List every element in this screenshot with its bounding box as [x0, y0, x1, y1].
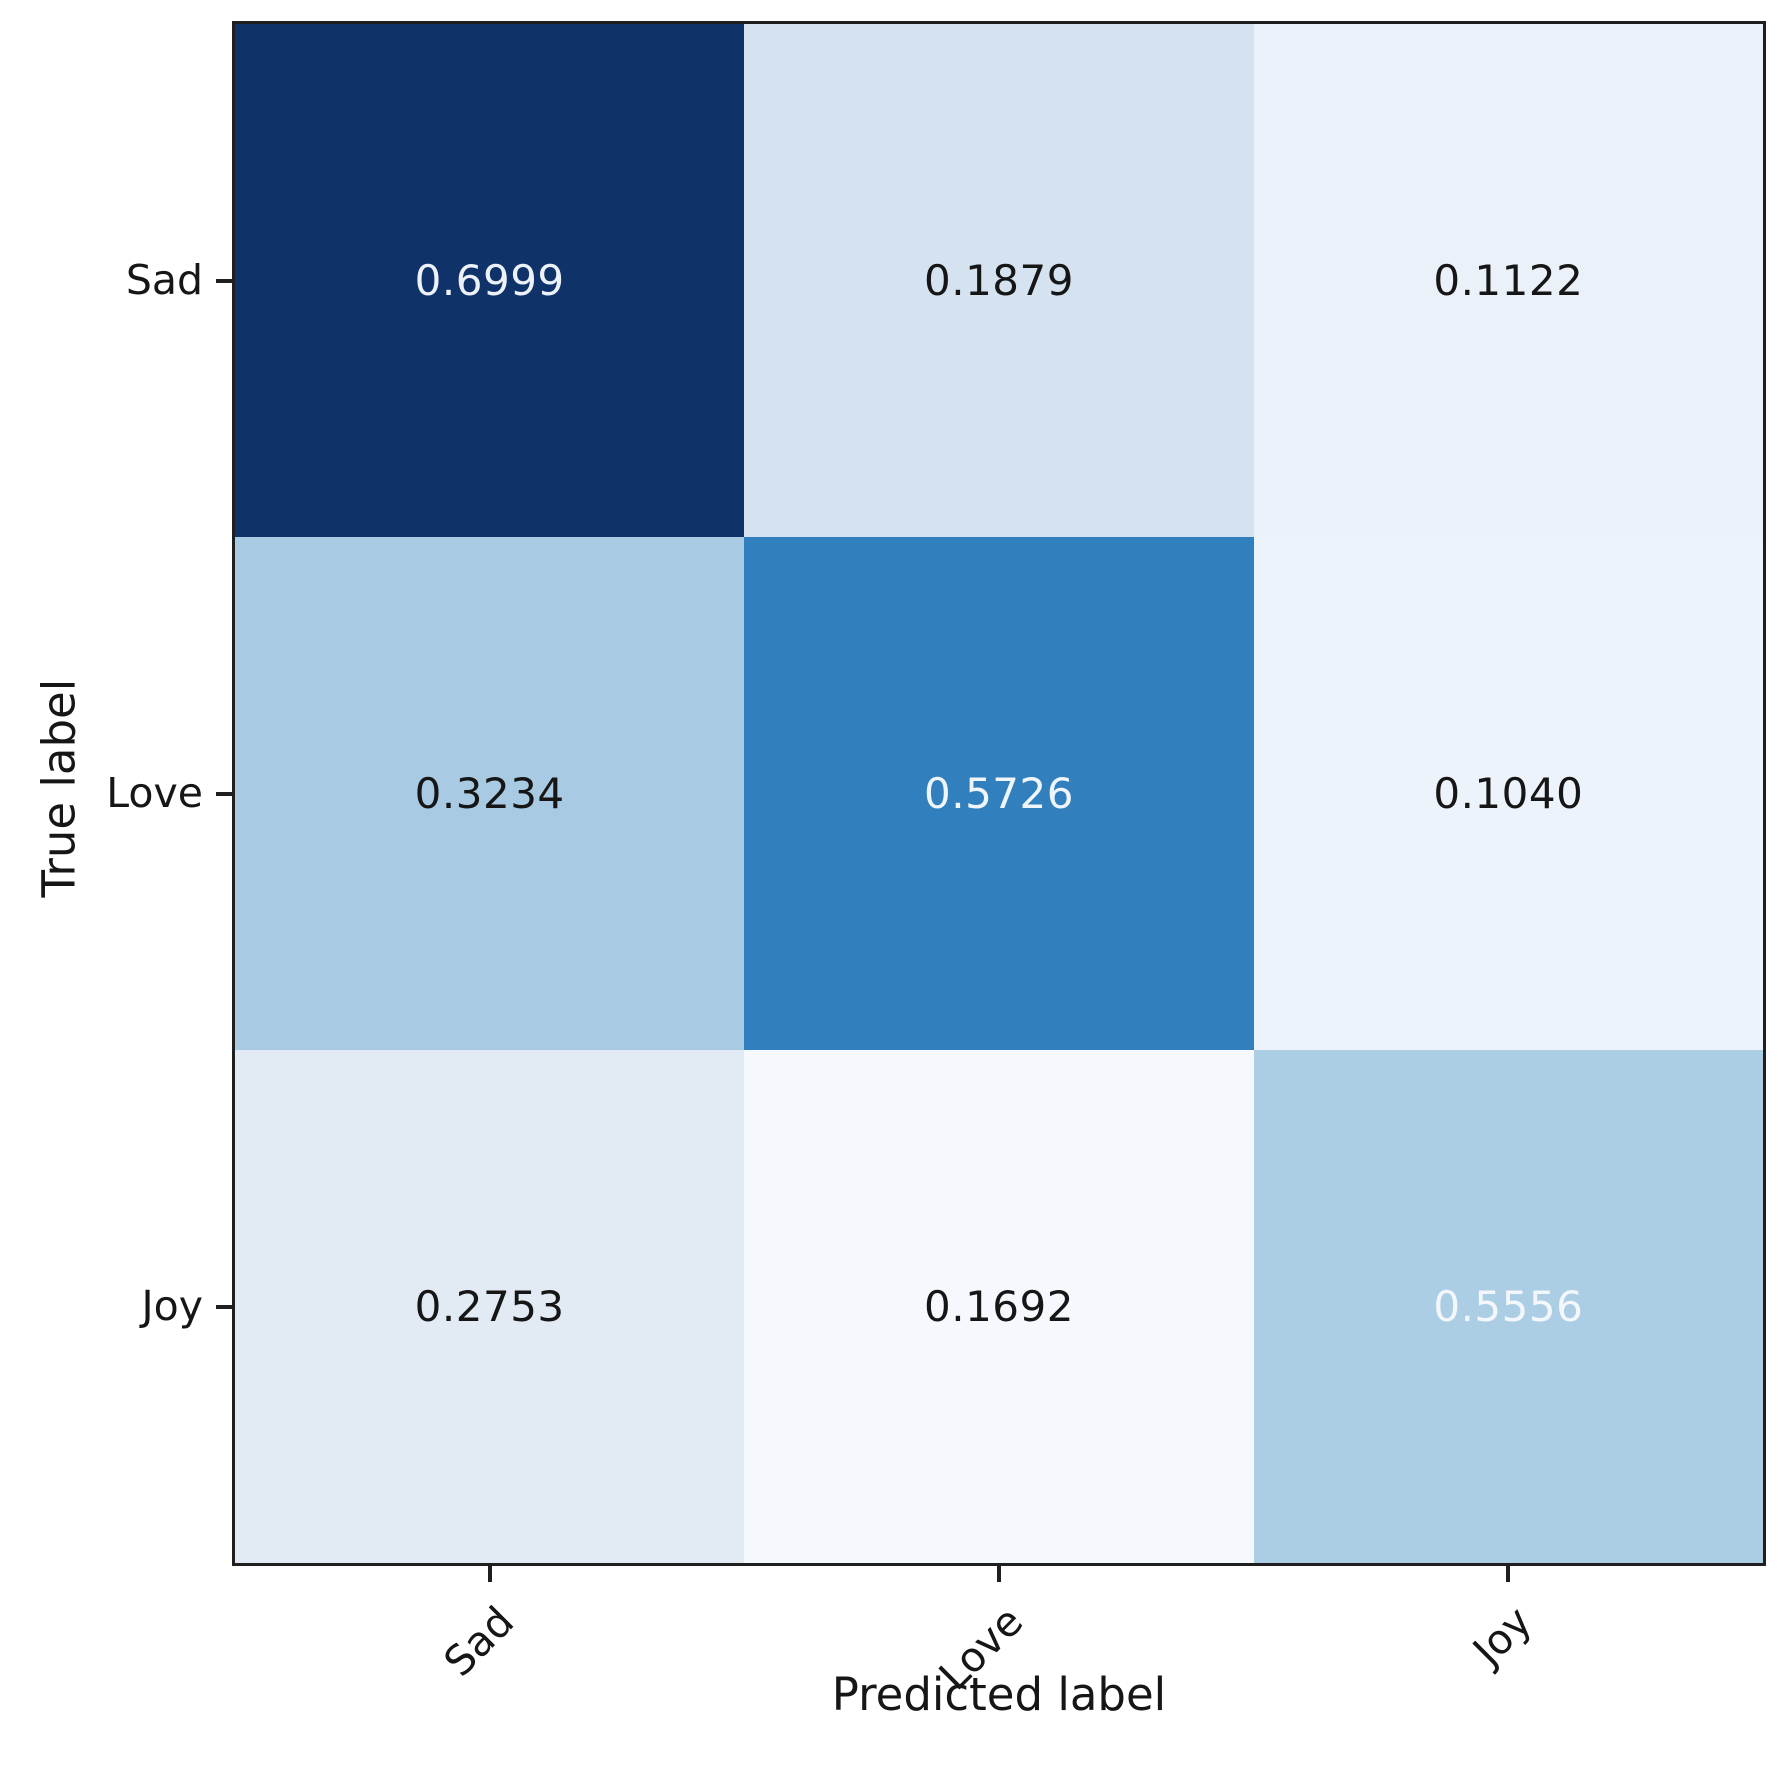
cell-value: 0.1040: [1433, 769, 1584, 818]
matrix-cell-sad-joy: 0.1122: [1253, 24, 1763, 537]
matrix-cell-joy-sad: 0.2753: [235, 1050, 745, 1563]
cell-value: 0.3234: [414, 769, 565, 818]
y-tick-label-sad: Sad: [125, 256, 203, 304]
cell-value: 0.5556: [1433, 1282, 1584, 1331]
heatmap-grid: 0.6999 0.1879 0.1122 0.3234 0.5726 0.104…: [232, 21, 1766, 1566]
matrix-cell-sad-love: 0.1879: [744, 24, 1254, 537]
matrix-cell-joy-love: 0.1692: [744, 1050, 1254, 1563]
y-tick-label-joy: Joy: [141, 1282, 203, 1330]
x-tick-mark-joy: [1506, 1566, 1510, 1582]
matrix-cell-love-love: 0.5726: [744, 537, 1254, 1050]
matrix-cell-joy-joy: 0.5556: [1253, 1050, 1763, 1563]
cell-value: 0.2753: [414, 1282, 565, 1331]
cell-value: 0.1692: [924, 1282, 1074, 1331]
x-tick-mark-sad: [488, 1566, 492, 1582]
x-axis-title: Predicted label: [831, 1668, 1167, 1721]
cell-value: 0.5726: [924, 769, 1074, 818]
y-tick-mark-sad: [216, 279, 232, 283]
cell-value: 0.1122: [1433, 256, 1584, 305]
y-axis-title: True label: [32, 678, 86, 898]
x-tick-mark-love: [997, 1566, 1001, 1582]
cell-value: 0.1879: [924, 256, 1074, 305]
y-tick-label-love: Love: [106, 769, 203, 817]
y-tick-mark-love: [216, 792, 232, 796]
x-tick-label-joy: Joy: [1463, 1597, 1542, 1675]
matrix-cell-sad-sad: 0.6999: [235, 24, 745, 537]
y-tick-mark-joy: [216, 1305, 232, 1309]
matrix-cell-love-joy: 0.1040: [1253, 537, 1763, 1050]
matrix-cell-love-sad: 0.3234: [235, 537, 745, 1050]
cell-value: 0.6999: [414, 256, 565, 305]
